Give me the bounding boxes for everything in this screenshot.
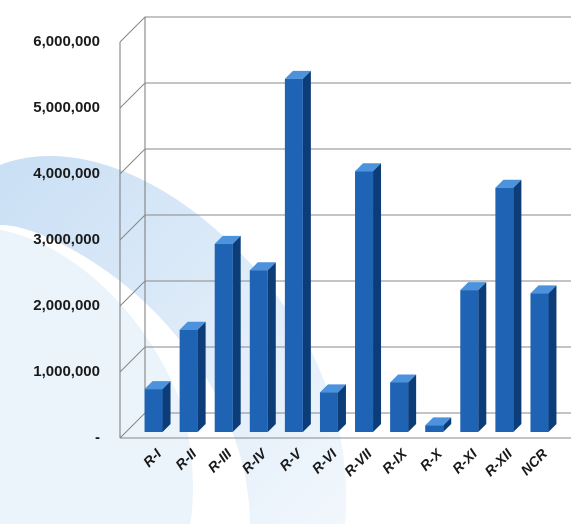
bar-top xyxy=(355,163,382,172)
bar-side xyxy=(408,374,417,432)
bar-side xyxy=(548,285,557,432)
bar-side xyxy=(478,282,487,432)
bar-side xyxy=(443,417,452,432)
bar-side xyxy=(373,163,382,433)
bar-top xyxy=(425,417,452,426)
y-tick-label: 4,000,000 xyxy=(33,165,100,182)
bar-top xyxy=(284,70,311,79)
bar xyxy=(179,321,206,432)
bar xyxy=(460,282,487,432)
bar xyxy=(249,262,276,432)
y-tick-label: 1,000,000 xyxy=(33,363,100,380)
x-tick-label: R-XI xyxy=(449,445,481,477)
bar-front xyxy=(249,270,268,432)
x-tick-label: R-IX xyxy=(379,444,411,476)
bar-side xyxy=(513,179,522,432)
bar-side xyxy=(232,235,241,432)
grid-line xyxy=(119,214,571,241)
bar-side xyxy=(302,70,311,433)
bar-top xyxy=(390,374,417,383)
bar xyxy=(495,179,522,432)
bar-top xyxy=(144,381,171,390)
bar-front xyxy=(390,382,409,432)
bar xyxy=(214,235,241,432)
bar-front xyxy=(530,293,549,432)
bar-side xyxy=(267,262,276,432)
x-tick-label: R-III xyxy=(204,445,235,476)
bar-side xyxy=(197,321,206,432)
bar-front xyxy=(214,243,233,432)
bar-top xyxy=(530,285,557,294)
y-tick-label: 2,000,000 xyxy=(33,297,100,314)
bar-front xyxy=(179,329,198,432)
bar-front xyxy=(460,290,479,432)
bar xyxy=(425,417,452,432)
bar xyxy=(144,381,171,432)
grid-line xyxy=(119,148,571,175)
y-tick-label: 6,000,000 xyxy=(33,33,100,50)
bar-front xyxy=(319,392,338,432)
bar-top xyxy=(495,179,522,188)
bar-front xyxy=(495,187,514,432)
bar-top xyxy=(179,321,206,330)
background-swoosh xyxy=(0,230,193,524)
y-tick-label: - xyxy=(95,429,100,446)
grid-line xyxy=(119,346,571,373)
bar xyxy=(355,163,382,433)
bar-front xyxy=(355,171,374,433)
y-tick-label: 5,000,000 xyxy=(33,99,100,116)
grid-line xyxy=(119,16,571,43)
background-swoosh xyxy=(0,156,347,524)
bar-top xyxy=(319,384,346,393)
grid-line xyxy=(119,280,571,307)
bar xyxy=(390,374,417,432)
x-tick-label: R-XII xyxy=(481,445,516,480)
bar-front xyxy=(284,78,303,433)
bar-top xyxy=(460,282,487,291)
bar-front xyxy=(425,425,444,432)
bar xyxy=(284,70,311,433)
x-tick-label: R-X xyxy=(417,444,447,474)
bar-side xyxy=(162,381,171,432)
bar-top xyxy=(214,235,241,244)
bar-front xyxy=(144,389,163,432)
bar xyxy=(530,285,557,432)
grid-line xyxy=(119,82,571,109)
x-tick-label: R-VII xyxy=(341,445,376,480)
bar-top xyxy=(249,262,276,271)
y-tick-label: 3,000,000 xyxy=(33,231,100,248)
x-tick-label: NCR xyxy=(517,445,550,478)
bar xyxy=(319,384,346,432)
bar-side xyxy=(337,384,346,432)
